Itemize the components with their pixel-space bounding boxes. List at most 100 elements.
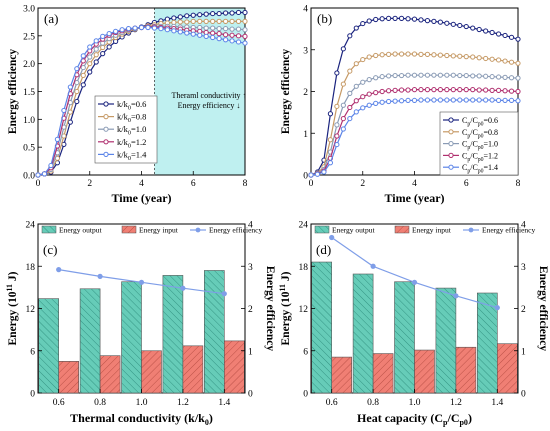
data-point [366, 102, 372, 108]
data-point [74, 88, 80, 95]
data-point [74, 79, 80, 86]
data-point [437, 19, 443, 25]
data-point [508, 75, 515, 81]
legend-label: Energy efficiency [209, 226, 262, 235]
data-point [470, 97, 476, 103]
data-point [392, 72, 398, 79]
data-point [373, 75, 379, 81]
bar-output [394, 281, 415, 394]
data-point [450, 87, 456, 93]
data-point [184, 13, 190, 19]
data-point [444, 97, 450, 103]
data-point [386, 15, 392, 21]
x-axis-label: Time (year) [384, 191, 444, 205]
data-point [463, 87, 469, 93]
data-point [190, 31, 196, 37]
y-tick-label: 0 [303, 172, 308, 182]
data-point [386, 88, 392, 94]
data-point [100, 51, 106, 57]
data-point [470, 54, 476, 60]
x-tick-label: 1.4 [218, 398, 230, 408]
data-point [151, 25, 158, 31]
data-point [457, 22, 463, 29]
y-tick-label-left: 0 [30, 390, 35, 400]
y-tick-label-left: 18 [299, 263, 309, 273]
panel-label: (c) [43, 242, 57, 257]
data-point [334, 133, 340, 139]
data-point [360, 20, 366, 27]
legend-swatch [41, 225, 57, 234]
legend-swatch [121, 225, 137, 234]
legend-label: Energy input [412, 226, 452, 235]
data-point [489, 29, 495, 36]
data-point [242, 33, 248, 39]
data-point [125, 25, 132, 32]
legend-label: Energy efficiency [482, 226, 535, 235]
bar-input [99, 355, 121, 394]
data-point [379, 74, 385, 80]
data-point [347, 115, 353, 122]
annotation-line: Theraml conductivity ↑ [171, 91, 246, 100]
data-point [347, 90, 353, 96]
bar-input [224, 340, 245, 394]
data-point [203, 33, 209, 39]
data-point [450, 97, 456, 103]
x-axis-label: Heat capacity (Cp/Cp0) [357, 411, 472, 427]
data-point [502, 88, 508, 94]
data-point [444, 87, 450, 93]
data-point [61, 107, 67, 114]
data-point [450, 21, 456, 27]
data-point [177, 14, 183, 20]
data-point [210, 30, 216, 36]
data-point [93, 59, 99, 65]
y-tick-label: 2.5 [23, 32, 35, 42]
data-point [334, 103, 340, 109]
data-point [392, 15, 398, 21]
data-point [54, 136, 61, 142]
data-point [164, 27, 170, 33]
data-point [87, 44, 93, 50]
data-point [405, 72, 411, 78]
data-point [450, 53, 456, 59]
data-point [418, 17, 424, 23]
data-point [347, 33, 353, 39]
data-point [483, 97, 489, 103]
data-point [437, 72, 443, 78]
data-point [437, 52, 443, 58]
data-point [145, 24, 151, 31]
legend-marker [195, 227, 201, 233]
legend-label: Energy output [59, 226, 102, 235]
data-point [457, 97, 463, 103]
data-point [495, 31, 502, 37]
legend-marker [448, 164, 454, 170]
data-point [483, 28, 489, 34]
data-point [386, 98, 392, 105]
legend-marker [468, 227, 474, 233]
data-point [379, 52, 385, 58]
y-axis-label-left: Energy (1011 J) [278, 271, 292, 345]
data-point [424, 72, 431, 78]
data-point [502, 32, 508, 39]
y-tick-label-left: 18 [26, 263, 36, 273]
data-point [444, 20, 450, 26]
legend-marker [103, 151, 109, 157]
legend-label: k/k0​=1.2 [117, 137, 146, 150]
data-point [411, 16, 418, 22]
data-point [508, 97, 515, 104]
panel-label: (b) [317, 11, 332, 26]
data-point [222, 10, 229, 16]
legend-marker [103, 139, 109, 145]
y-tick-label-right: 3 [248, 263, 253, 273]
data-point [515, 60, 521, 66]
data-point [489, 56, 495, 62]
data-point [476, 87, 482, 93]
data-point [106, 44, 112, 50]
data-point [347, 104, 353, 111]
legend-label: k/k0​=1.0 [117, 124, 146, 137]
legend-label: Cp​/Cp0​=1.0 [462, 140, 498, 152]
data-point [80, 64, 86, 71]
x-tick-label: 0.8 [367, 398, 379, 408]
x-tick-label: 0.8 [94, 398, 106, 408]
x-tick-label: 2 [87, 179, 92, 189]
